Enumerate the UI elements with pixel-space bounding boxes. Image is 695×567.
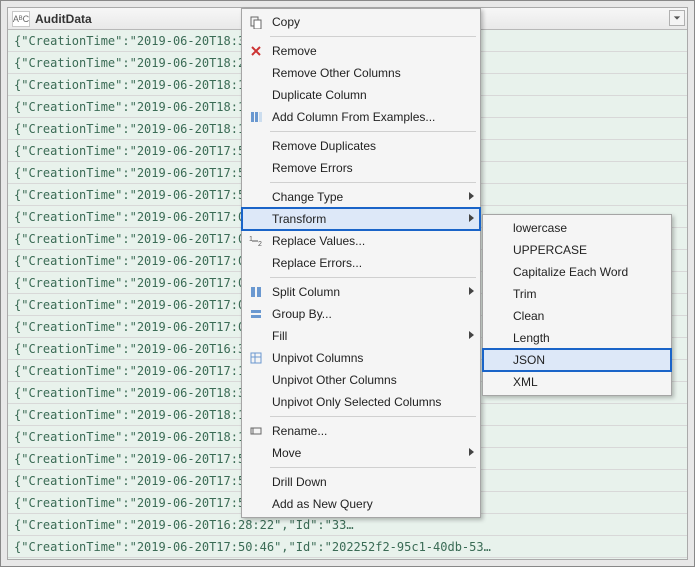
- menu-item-drill-down[interactable]: Drill Down: [242, 471, 480, 493]
- remove-icon: [248, 43, 264, 59]
- menu-item-label: Clean: [513, 309, 544, 323]
- submenu-item-uppercase[interactable]: UPPERCASE: [483, 239, 671, 261]
- menu-item-label: Unpivot Columns: [272, 351, 363, 365]
- submenu-arrow-icon: [469, 331, 474, 339]
- menu-item-label: Fill: [272, 329, 287, 343]
- menu-item-add-as-new-query[interactable]: Add as New Query: [242, 493, 480, 515]
- menu-item-label: Remove Other Columns: [272, 66, 401, 80]
- unpivot-icon: [248, 350, 264, 366]
- submenu-arrow-icon: [469, 287, 474, 295]
- data-cell[interactable]: {"CreationTime":"2019-06-20T17:50:46","I…: [8, 536, 687, 558]
- menu-separator: [270, 416, 476, 417]
- submenu-item-clean[interactable]: Clean: [483, 305, 671, 327]
- menu-item-label: JSON: [513, 353, 545, 367]
- menu-item-label: Split Column: [272, 285, 340, 299]
- addcol-icon: [248, 109, 264, 125]
- submenu-arrow-icon: [469, 214, 474, 222]
- menu-item-label: Replace Values...: [272, 234, 365, 248]
- copy-icon: [248, 14, 264, 30]
- menu-item-label: XML: [513, 375, 538, 389]
- menu-item-label: UPPERCASE: [513, 243, 587, 257]
- transform-submenu: lowercase UPPERCASE Capitalize Each Word Tr…: [482, 214, 672, 396]
- submenu-item-capitalize-each-word[interactable]: Capitalize Each Word: [483, 261, 671, 283]
- menu-item-unpivot-columns[interactable]: Unpivot Columns: [242, 347, 480, 369]
- menu-item-label: Transform: [272, 212, 326, 226]
- menu-item-remove-errors[interactable]: Remove Errors: [242, 157, 480, 179]
- menu-item-remove[interactable]: Remove: [242, 40, 480, 62]
- submenu-item-lowercase[interactable]: lowercase: [483, 217, 671, 239]
- menu-item-transform[interactable]: Transform: [242, 208, 480, 230]
- menu-item-duplicate-column[interactable]: Duplicate Column: [242, 84, 480, 106]
- menu-separator: [270, 36, 476, 37]
- submenu-item-trim[interactable]: Trim: [483, 283, 671, 305]
- submenu-arrow-icon: [469, 448, 474, 456]
- rename-icon: [248, 423, 264, 439]
- menu-item-unpivot-only-selected-columns[interactable]: Unpivot Only Selected Columns: [242, 391, 480, 413]
- svg-text:2: 2: [258, 241, 262, 248]
- menu-item-label: Replace Errors...: [272, 256, 362, 270]
- menu-item-label: Rename...: [272, 424, 327, 438]
- column-filter-dropdown[interactable]: [669, 10, 685, 26]
- replace-icon: 12: [248, 233, 264, 249]
- menu-item-label: Length: [513, 331, 550, 345]
- menu-separator: [270, 182, 476, 183]
- menu-item-move[interactable]: Move: [242, 442, 480, 464]
- menu-item-label: Drill Down: [272, 475, 327, 489]
- svg-text:1: 1: [249, 236, 253, 243]
- menu-item-remove-duplicates[interactable]: Remove Duplicates: [242, 135, 480, 157]
- datatype-icon[interactable]: AᴮC: [12, 11, 30, 27]
- column-title: AuditData: [35, 12, 92, 26]
- menu-separator: [270, 467, 476, 468]
- menu-item-label: Add as New Query: [272, 497, 373, 511]
- submenu-arrow-icon: [469, 192, 474, 200]
- menu-item-label: lowercase: [513, 221, 567, 235]
- menu-item-label: Unpivot Other Columns: [272, 373, 397, 387]
- menu-separator: [270, 277, 476, 278]
- menu-item-label: Trim: [513, 287, 537, 301]
- menu-item-label: Change Type: [272, 190, 343, 204]
- menu-item-label: Duplicate Column: [272, 88, 367, 102]
- menu-item-rename[interactable]: Rename...: [242, 420, 480, 442]
- menu-item-unpivot-other-columns[interactable]: Unpivot Other Columns: [242, 369, 480, 391]
- menu-item-label: Remove: [272, 44, 317, 58]
- data-cell[interactable]: {"CreationTime":"2019-06-20T17:50:51","I…: [8, 558, 687, 560]
- menu-item-label: Remove Errors: [272, 161, 353, 175]
- menu-item-label: Capitalize Each Word: [513, 265, 628, 279]
- group-icon: [248, 306, 264, 322]
- menu-separator: [270, 131, 476, 132]
- menu-item-label: Unpivot Only Selected Columns: [272, 395, 441, 409]
- menu-item-label: Move: [272, 446, 301, 460]
- menu-item-copy[interactable]: Copy: [242, 11, 480, 33]
- menu-item-fill[interactable]: Fill: [242, 325, 480, 347]
- submenu-item-length[interactable]: Length: [483, 327, 671, 349]
- menu-item-split-column[interactable]: Split Column: [242, 281, 480, 303]
- menu-item-add-column-from-examples[interactable]: Add Column From Examples...: [242, 106, 480, 128]
- menu-item-replace-errors[interactable]: Replace Errors...: [242, 252, 480, 274]
- submenu-item-xml[interactable]: XML: [483, 371, 671, 393]
- menu-item-label: Add Column From Examples...: [272, 110, 435, 124]
- menu-item-replace-values[interactable]: 12 Replace Values...: [242, 230, 480, 252]
- menu-item-remove-other-columns[interactable]: Remove Other Columns: [242, 62, 480, 84]
- split-icon: [248, 284, 264, 300]
- menu-item-label: Remove Duplicates: [272, 139, 376, 153]
- menu-item-change-type[interactable]: Change Type: [242, 186, 480, 208]
- menu-item-label: Copy: [272, 15, 300, 29]
- submenu-item-json[interactable]: JSON: [483, 349, 671, 371]
- menu-item-label: Group By...: [272, 307, 332, 321]
- menu-item-group-by[interactable]: Group By...: [242, 303, 480, 325]
- column-context-menu: Copy Remove Remove Other Columns Duplicate …: [241, 8, 481, 518]
